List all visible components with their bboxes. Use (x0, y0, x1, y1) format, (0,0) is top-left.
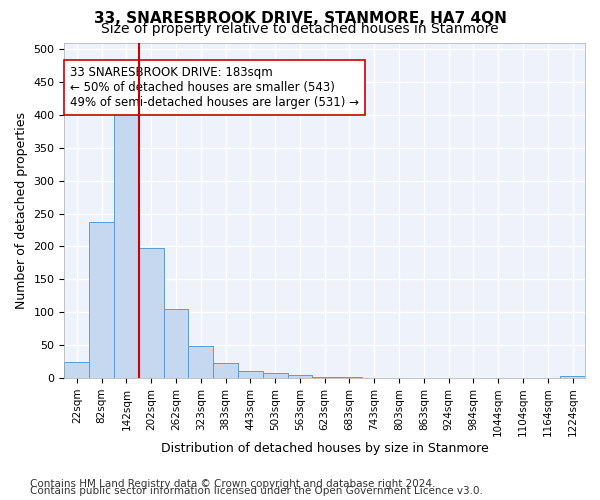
Bar (213, 363, 238, 378)
Text: Size of property relative to detached houses in Stanmore: Size of property relative to detached ho… (101, 22, 499, 36)
Bar (164, 309, 188, 378)
Bar (139, 248, 164, 378)
Text: Contains public sector information licensed under the Open Government Licence v3: Contains public sector information licen… (30, 486, 483, 496)
Text: Contains HM Land Registry data © Crown copyright and database right 2024.: Contains HM Land Registry data © Crown c… (30, 479, 436, 489)
Bar (560, 376, 585, 378)
Text: 33 SNARESBROOK DRIVE: 183sqm
← 50% of detached houses are smaller (543)
49% of s: 33 SNARESBROOK DRIVE: 183sqm ← 50% of de… (70, 66, 359, 109)
Bar (263, 374, 287, 378)
Bar (313, 376, 337, 378)
Bar (89, 222, 114, 378)
Bar (287, 374, 313, 378)
Bar (188, 346, 213, 378)
Bar (64, 362, 89, 378)
Y-axis label: Number of detached properties: Number of detached properties (15, 112, 28, 308)
Bar (114, 112, 139, 378)
Bar (238, 372, 263, 378)
X-axis label: Distribution of detached houses by size in Stanmore: Distribution of detached houses by size … (161, 442, 488, 455)
Text: 33, SNARESBROOK DRIVE, STANMORE, HA7 4QN: 33, SNARESBROOK DRIVE, STANMORE, HA7 4QN (94, 11, 506, 26)
